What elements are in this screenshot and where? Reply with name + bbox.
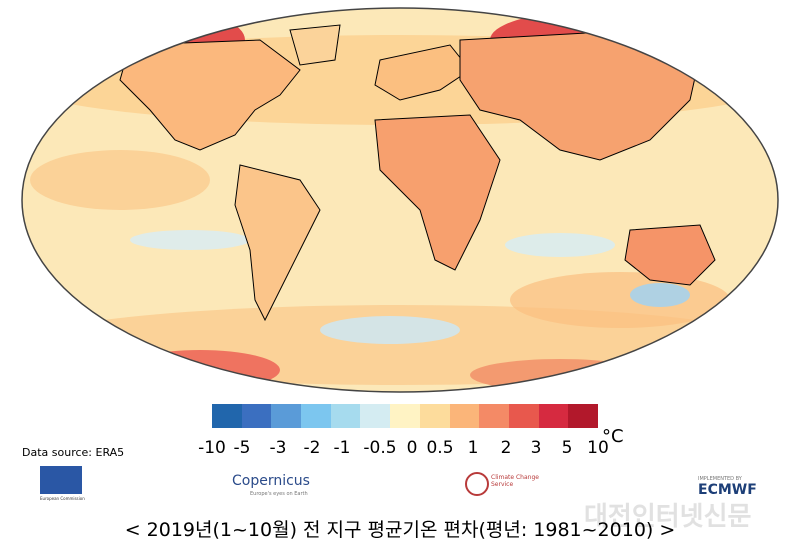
data-source-label: Data source: ERA5 (22, 446, 125, 459)
legend-swatch (212, 404, 242, 428)
hot-patch-antarctic-west (120, 350, 280, 390)
legend-tick-label: -3 (269, 438, 287, 458)
copernicus-logo-text: Copernicus (232, 473, 310, 489)
legend-tick-label: 1 (467, 438, 479, 458)
eu-commission-logo: European Commission (30, 462, 92, 501)
copernicus-logo: Copernicus Europe's eyes on Earth (232, 473, 310, 497)
warm-patch-east-pacific (30, 150, 210, 210)
c3s-circle-icon (465, 472, 489, 496)
legend-tick-label: 5 (561, 438, 573, 458)
publisher-watermark: 대전인터넷신문 (584, 502, 752, 532)
eu-logo-text: European Commission (40, 496, 85, 501)
copernicus-tagline: Europe's eyes on Earth (250, 491, 308, 497)
europe-outline (374, 44, 471, 101)
legend-unit: °C (602, 426, 624, 447)
cool-patch-indian (505, 233, 615, 257)
legend-tick-label: -0.5 (363, 438, 397, 458)
legend-swatch (330, 404, 361, 428)
legend-tick-labels: -10 -5 -3 -2 -1 -0.5 0 0.5 1 2 3 5 10 (190, 438, 620, 462)
world-temperature-anomaly-map (21, 7, 779, 393)
legend-tick-label: -1 (333, 438, 351, 458)
legend-tick-label: 0.5 (426, 438, 454, 458)
globe-border (21, 7, 779, 393)
color-scale-legend (212, 404, 598, 428)
legend-swatch (360, 404, 391, 428)
ecmwf-small-text: IMPLEMENTED BY (698, 476, 742, 482)
cool-patch-pacific (130, 230, 250, 250)
north-america-outline (119, 39, 301, 151)
c3s-logo-text: Climate Change Service (491, 474, 539, 488)
legend-swatch (390, 404, 420, 428)
legend-swatch (241, 404, 272, 428)
legend-tick-label: 3 (530, 438, 542, 458)
legend-swatch (568, 404, 598, 428)
ecmwf-logo: IMPLEMENTED BY ECMWF (698, 476, 757, 498)
legend-swatch (508, 404, 539, 428)
cool-patch-southern-ocean (630, 283, 690, 307)
greenland-outline (289, 24, 341, 66)
eu-flag-icon (40, 466, 82, 494)
legend-tick-label: -5 (233, 438, 251, 458)
legend-swatch (419, 404, 450, 428)
legend-swatch (538, 404, 569, 428)
africa-outline (374, 114, 501, 271)
legend-tick-label: 10 (587, 438, 609, 458)
south-america-outline (234, 164, 321, 322)
legend-swatch (449, 404, 480, 428)
legend-swatch (479, 404, 509, 428)
ecmwf-logo-text: ECMWF (698, 482, 757, 498)
australia-outline (624, 224, 716, 286)
legend-tick-label: 0 (406, 438, 418, 458)
legend-swatch (301, 404, 331, 428)
map-caption: < 2019년(1~10월) 전 지구 평균기온 편차(평년: 1981~201… (124, 519, 676, 541)
legend-tick-label: 2 (500, 438, 512, 458)
climate-change-service-logo: Climate Change Service (465, 470, 545, 502)
legend-tick-label: -2 (303, 438, 321, 458)
legend-tick-label: -10 (198, 438, 226, 458)
legend-swatch (271, 404, 302, 428)
cool-patch-south-atlantic (320, 316, 460, 344)
